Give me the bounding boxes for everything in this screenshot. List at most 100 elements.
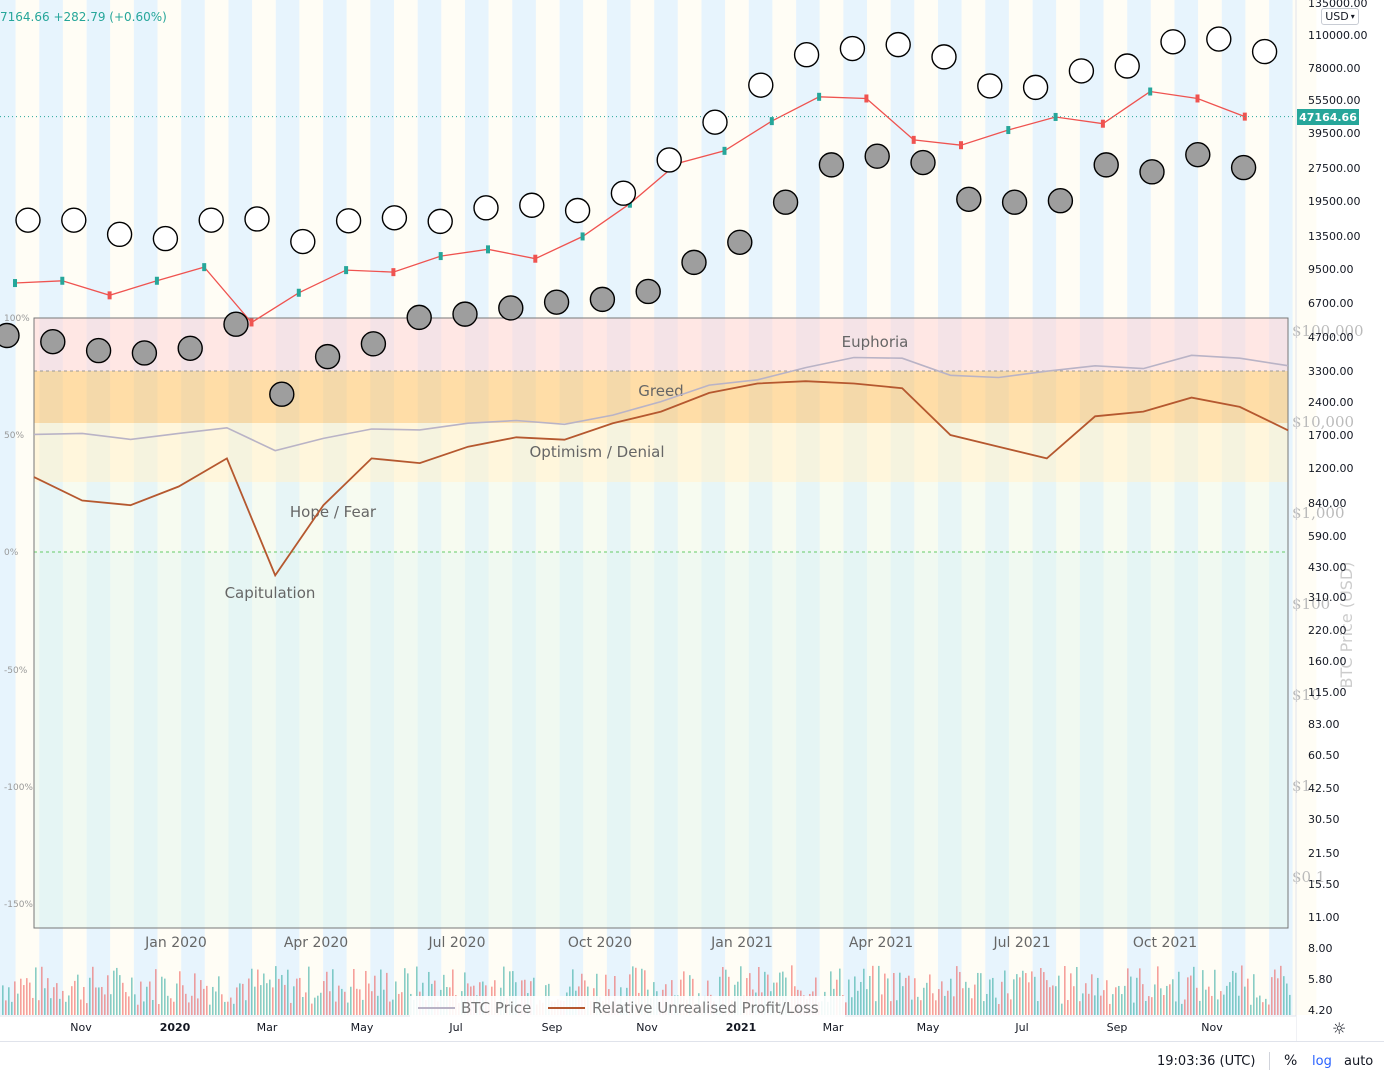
volume-bar bbox=[92, 966, 94, 1015]
price-candle bbox=[1100, 119, 1105, 128]
price-axis-label: 310.00 bbox=[1308, 591, 1347, 604]
volume-bar bbox=[1166, 985, 1168, 1015]
volume-bar bbox=[632, 966, 634, 1015]
volume-bar bbox=[8, 987, 10, 1015]
volume-bar bbox=[509, 971, 511, 1015]
log-scale-toggle[interactable]: log bbox=[1312, 1054, 1332, 1069]
top-marker bbox=[335, 208, 362, 234]
volume-bar bbox=[1238, 995, 1240, 1015]
overlay-date-label: Oct 2020 bbox=[568, 935, 632, 951]
overlay-usd-label: $10 bbox=[1292, 686, 1321, 704]
time-axis-label: Mar bbox=[257, 1021, 278, 1034]
volume-bar bbox=[416, 966, 418, 1015]
price-candle bbox=[911, 135, 916, 144]
price-candle bbox=[391, 268, 396, 277]
volume-bar bbox=[275, 966, 277, 1015]
top-marker bbox=[1160, 29, 1186, 55]
bottom-marker bbox=[1093, 152, 1119, 178]
time-axis-label: Nov bbox=[636, 1021, 658, 1034]
time-axis-label: Jul bbox=[448, 1021, 462, 1034]
volume-bar bbox=[758, 967, 760, 1015]
top-marker bbox=[61, 207, 87, 233]
volume-bar bbox=[179, 971, 181, 1015]
volume-bar bbox=[950, 978, 952, 1015]
time-axis-label: May bbox=[917, 1021, 940, 1034]
volume-bar bbox=[980, 973, 982, 1015]
volume-bar bbox=[32, 997, 34, 1015]
price-candle bbox=[202, 263, 207, 272]
volume-bar bbox=[1046, 980, 1048, 1015]
volume-bar bbox=[53, 987, 55, 1015]
volume-bar bbox=[395, 981, 397, 1015]
volume-bar bbox=[11, 1001, 13, 1015]
currency-select[interactable]: USD ▾ bbox=[1321, 8, 1359, 25]
volume-bar bbox=[131, 977, 133, 1015]
volume-bar bbox=[164, 978, 166, 1015]
volume-bar bbox=[1283, 976, 1285, 1015]
time-axis-label: Nov bbox=[1201, 1021, 1223, 1034]
chevron-down-icon: ▾ bbox=[1350, 12, 1355, 21]
volume-bar bbox=[1187, 977, 1189, 1015]
legend-label-nupl: Relative Unrealised Profit/Loss bbox=[592, 999, 819, 1017]
volume-bar bbox=[404, 968, 406, 1015]
overlay-usd-label: $10,000 bbox=[1292, 413, 1354, 431]
overlay-usd-label: $1 bbox=[1292, 777, 1311, 795]
volume-bar bbox=[341, 988, 343, 1015]
volume-bar bbox=[1127, 968, 1129, 1015]
volume-bar bbox=[965, 981, 967, 1015]
volume-bar bbox=[212, 986, 214, 1015]
volume-bar bbox=[740, 966, 742, 1015]
overlay-pct-label: 0% bbox=[4, 548, 19, 558]
volume-bar bbox=[902, 986, 904, 1015]
bottom-marker bbox=[818, 152, 845, 178]
volume-bar bbox=[257, 969, 259, 1015]
volume-bar bbox=[218, 976, 220, 1015]
price-axis-label: 55500.00 bbox=[1308, 94, 1361, 107]
volume-bar bbox=[749, 973, 751, 1015]
volume-bar bbox=[863, 968, 865, 1015]
volume-bar bbox=[338, 985, 340, 1015]
percent-scale-toggle[interactable]: % bbox=[1284, 1053, 1298, 1069]
price-candle bbox=[722, 146, 727, 155]
overlay-pct-label: -150% bbox=[4, 900, 33, 910]
volume-bar bbox=[872, 965, 874, 1015]
volume-bar bbox=[1247, 978, 1249, 1015]
volume-bar bbox=[233, 1003, 235, 1015]
volume-bar bbox=[77, 974, 79, 1015]
bottom-marker bbox=[635, 278, 661, 305]
volume-bar bbox=[110, 994, 112, 1015]
volume-bar bbox=[1220, 991, 1222, 1015]
time-axis-bg bbox=[0, 1016, 1296, 1041]
price-candle bbox=[1006, 126, 1011, 135]
volume-bar bbox=[203, 988, 205, 1015]
volume-bar bbox=[401, 992, 403, 1015]
volume-bar bbox=[149, 981, 151, 1015]
volume-bar bbox=[896, 1000, 898, 1015]
volume-bar bbox=[14, 981, 16, 1015]
volume-bar bbox=[383, 989, 385, 1015]
time-axis-label: Mar bbox=[823, 1021, 844, 1034]
volume-bar bbox=[1196, 987, 1198, 1015]
status-divider bbox=[1269, 1052, 1270, 1070]
volume-bar bbox=[1259, 995, 1261, 1015]
volume-bar bbox=[464, 972, 466, 1015]
volume-bar bbox=[206, 985, 208, 1015]
volume-bar bbox=[155, 969, 157, 1015]
bottom-marker bbox=[910, 149, 936, 176]
volume-bar bbox=[905, 977, 907, 1015]
volume-bar bbox=[1043, 972, 1045, 1015]
volume-bar bbox=[986, 993, 988, 1015]
auto-scale-toggle[interactable]: auto bbox=[1344, 1054, 1374, 1069]
zone-label: Hope / Fear bbox=[290, 503, 377, 521]
volume-bar bbox=[359, 989, 361, 1015]
volume-bar bbox=[236, 987, 238, 1015]
volume-bar bbox=[1265, 998, 1267, 1015]
gear-icon[interactable]: ☼ bbox=[1332, 1019, 1347, 1038]
volume-bar bbox=[371, 991, 373, 1015]
top-marker bbox=[793, 42, 820, 68]
volume-bar bbox=[26, 978, 28, 1015]
volume-bar bbox=[1199, 1000, 1201, 1015]
top-marker bbox=[1068, 58, 1095, 84]
volume-bar bbox=[947, 990, 949, 1015]
